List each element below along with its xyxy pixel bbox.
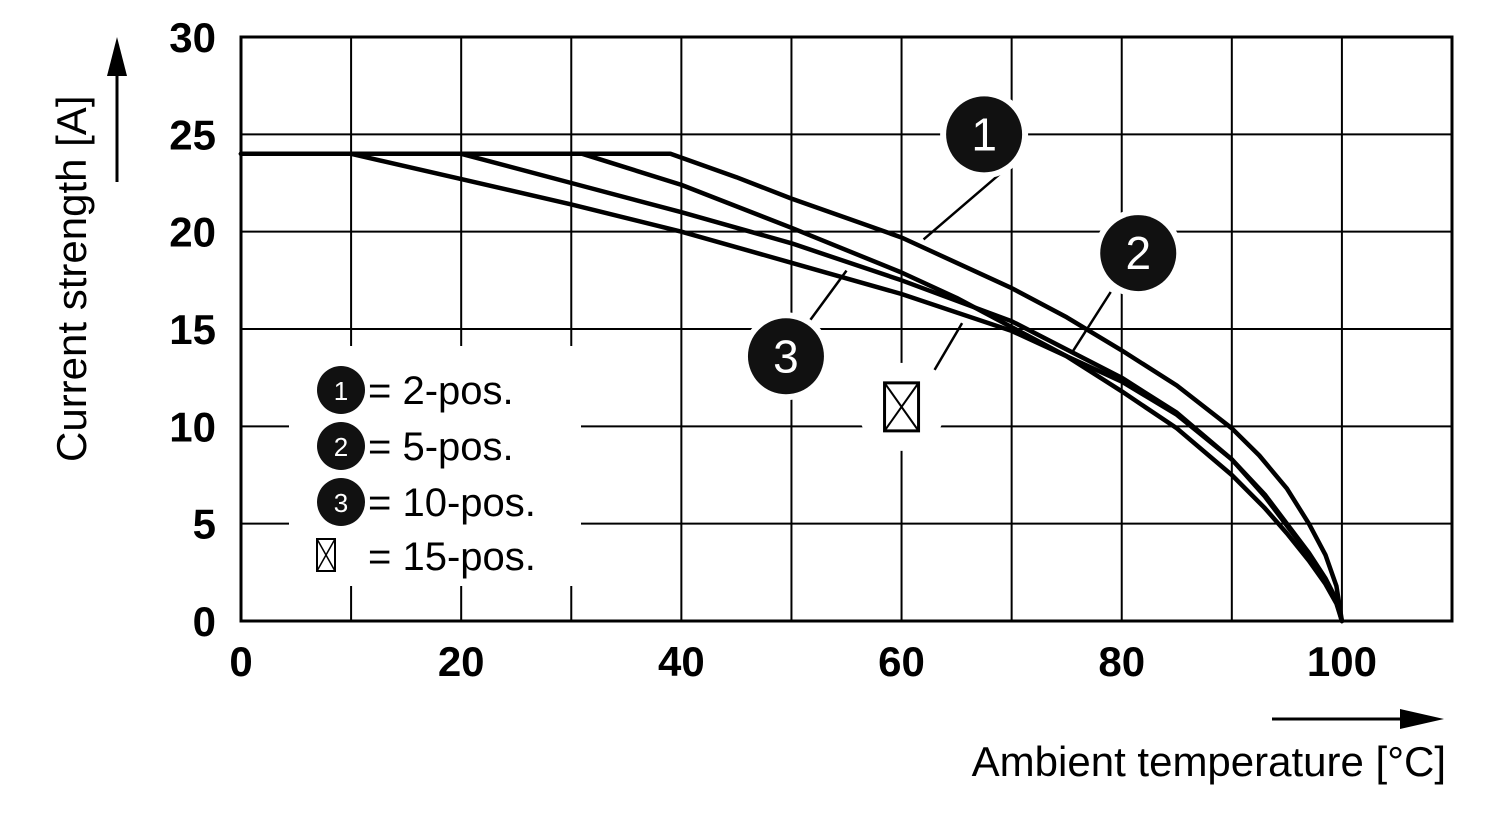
series-line-4 bbox=[238, 151, 1345, 624]
y-tick-label: 20 bbox=[169, 209, 216, 256]
callout-label-2: 2 bbox=[1125, 227, 1151, 279]
y-axis-arrow-head bbox=[107, 37, 127, 76]
x-axis-arrow-head bbox=[1400, 709, 1444, 729]
legend-entry-3: 3 = 10-pos. bbox=[317, 478, 536, 526]
y-tick-labels: 0 5 10 15 20 25 30 bbox=[169, 14, 216, 645]
curve-callouts: 1 2 3 bbox=[741, 90, 1183, 451]
derating-curves bbox=[238, 151, 1345, 624]
y-tick-label: 30 bbox=[169, 14, 216, 61]
series-line-1 bbox=[238, 151, 1345, 624]
legend-label-1: = 2-pos. bbox=[368, 369, 514, 413]
y-tick-label: 10 bbox=[169, 403, 216, 450]
callout-badge-2 bbox=[1100, 215, 1177, 292]
y-axis-title: Current strength [A] bbox=[48, 96, 95, 463]
callout-label-3: 3 bbox=[773, 330, 799, 382]
legend-crossed-box-icon bbox=[316, 538, 336, 572]
legend-entry-4: = 15-pos. bbox=[316, 535, 536, 579]
callout-leader-1 bbox=[922, 172, 1002, 241]
series-line-2 bbox=[238, 151, 1345, 624]
legend-label-3: = 10-pos. bbox=[368, 481, 536, 525]
x-tick-label: 60 bbox=[878, 638, 925, 685]
x-tick-labels: 0 20 40 60 80 100 bbox=[229, 638, 1377, 685]
callout-leader-3 bbox=[806, 269, 848, 324]
callout-leader-4 bbox=[933, 322, 964, 371]
legend-label-4: = 15-pos. bbox=[368, 535, 536, 579]
legend: 1 = 2-pos. 2 = 5-pos. 3 = 10-pos. = 15-p… bbox=[289, 346, 581, 586]
y-tick-label: 25 bbox=[169, 111, 216, 158]
legend-badge-1 bbox=[317, 366, 365, 414]
legend-label-2: = 5-pos. bbox=[368, 425, 514, 469]
x-tick-label: 100 bbox=[1307, 638, 1377, 685]
y-tick-label: 0 bbox=[193, 598, 216, 645]
legend-badge-1-label: 1 bbox=[334, 376, 348, 406]
x-tick-label: 0 bbox=[229, 638, 252, 685]
y-tick-label: 15 bbox=[169, 306, 216, 353]
x-tick-label: 80 bbox=[1098, 638, 1145, 685]
callout-badge-3 bbox=[747, 318, 824, 395]
callout-badge-1 bbox=[946, 96, 1023, 173]
legend-badge-3 bbox=[317, 478, 365, 526]
callout-cross-b bbox=[883, 382, 920, 432]
legend-entry-2: 2 = 5-pos. bbox=[317, 422, 514, 470]
legend-badge-2 bbox=[317, 422, 365, 470]
plot-frame bbox=[239, 35, 1454, 623]
x-tick-label: 40 bbox=[658, 638, 705, 685]
callout-leader-2 bbox=[1071, 291, 1112, 354]
legend-badge-3-label: 3 bbox=[334, 488, 348, 518]
legend-entry-1: 1 = 2-pos. bbox=[317, 366, 514, 414]
legend-badge-2-label: 2 bbox=[334, 432, 348, 462]
x-tick-label: 20 bbox=[438, 638, 485, 685]
x-axis-title: Ambient temperature [°C] bbox=[972, 738, 1446, 785]
callout-label-1: 1 bbox=[971, 108, 997, 160]
y-tick-label: 5 bbox=[193, 501, 216, 548]
